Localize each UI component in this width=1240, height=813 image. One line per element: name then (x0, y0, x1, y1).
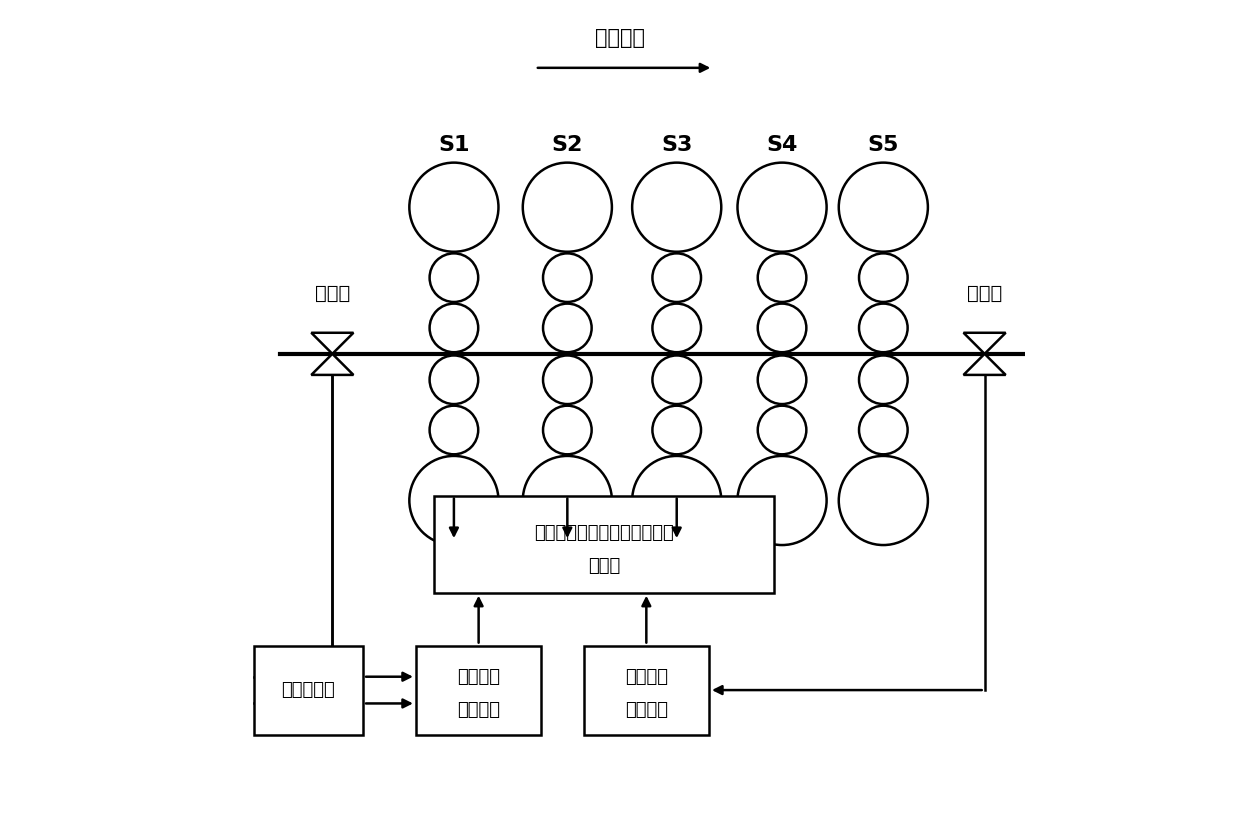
Circle shape (758, 254, 806, 302)
Text: S3: S3 (661, 135, 692, 154)
Circle shape (652, 303, 701, 352)
Circle shape (429, 406, 479, 454)
Text: 预设控制: 预设控制 (458, 701, 500, 719)
Bar (434, 496, 774, 593)
Text: S4: S4 (766, 135, 797, 154)
Circle shape (652, 355, 701, 404)
Circle shape (523, 456, 611, 545)
Circle shape (429, 303, 479, 352)
Bar (584, 646, 709, 735)
Bar (415, 646, 542, 735)
Text: 反馈控制: 反馈控制 (625, 701, 668, 719)
Polygon shape (963, 354, 1006, 375)
Circle shape (523, 163, 611, 252)
Circle shape (543, 303, 591, 352)
Circle shape (652, 406, 701, 454)
Circle shape (543, 355, 591, 404)
Circle shape (543, 254, 591, 302)
Polygon shape (311, 354, 353, 375)
Circle shape (543, 406, 591, 454)
Circle shape (652, 254, 701, 302)
Text: 凸度楔形: 凸度楔形 (458, 667, 500, 685)
Text: 热轧卷数据: 热轧卷数据 (281, 681, 335, 699)
Circle shape (758, 355, 806, 404)
Circle shape (838, 456, 928, 545)
Text: 凸度楔形: 凸度楔形 (625, 667, 668, 685)
Circle shape (758, 406, 806, 454)
Circle shape (859, 254, 908, 302)
Circle shape (632, 456, 722, 545)
Circle shape (859, 355, 908, 404)
Text: S2: S2 (552, 135, 583, 154)
Text: S1: S1 (438, 135, 470, 154)
Text: 工作辊弯辊、中间辊弯辊和倾: 工作辊弯辊、中间辊弯辊和倾 (534, 524, 673, 541)
Bar (254, 646, 363, 735)
Circle shape (429, 254, 479, 302)
Circle shape (738, 163, 827, 252)
Circle shape (859, 303, 908, 352)
Circle shape (758, 303, 806, 352)
Text: 凸度仪: 凸度仪 (315, 285, 350, 303)
Circle shape (632, 163, 722, 252)
Polygon shape (311, 333, 353, 354)
Text: 轧制方向: 轧制方向 (595, 28, 645, 48)
Circle shape (838, 163, 928, 252)
Text: 斜控制: 斜控制 (588, 557, 620, 575)
Circle shape (429, 355, 479, 404)
Polygon shape (963, 333, 1006, 354)
Circle shape (409, 163, 498, 252)
Text: 边降仪: 边降仪 (967, 285, 1002, 303)
Circle shape (738, 456, 827, 545)
Circle shape (409, 456, 498, 545)
Circle shape (859, 406, 908, 454)
Text: S5: S5 (868, 135, 899, 154)
